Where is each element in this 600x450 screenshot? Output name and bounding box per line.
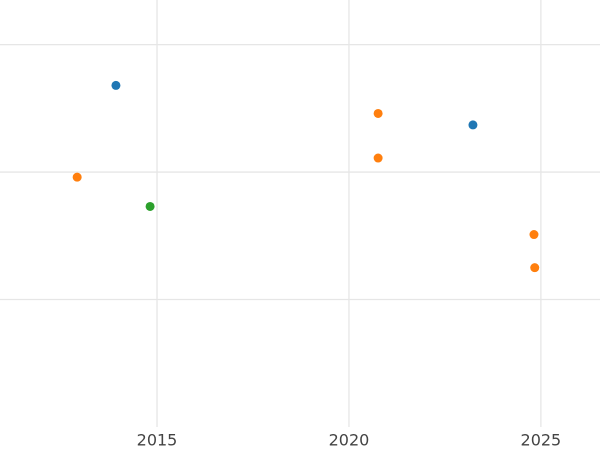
- point: [468, 120, 478, 130]
- point: [373, 153, 383, 163]
- point: [529, 230, 539, 240]
- point: [72, 172, 82, 182]
- x-tick-label: 2020: [329, 431, 370, 450]
- x-tick-label: 2025: [521, 431, 562, 450]
- point: [145, 201, 155, 211]
- x-tick-label: 2015: [137, 431, 178, 450]
- point: [111, 80, 121, 90]
- point: [373, 108, 383, 118]
- point: [530, 263, 540, 273]
